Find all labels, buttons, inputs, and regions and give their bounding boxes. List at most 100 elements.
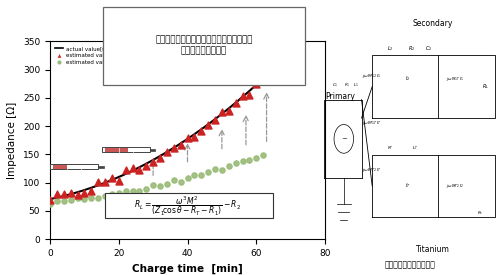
Point (122, 189, 130, 193)
Point (94, 196, 102, 200)
Point (108, 192, 116, 197)
Point (128, 166, 136, 170)
Point (66, 197, 74, 202)
Point (74, 196, 82, 200)
Point (156, 184, 164, 188)
Text: 金属ケースがあっても充電状況が計測可能
なシステムを実現．: 金属ケースがあっても充電状況が計測可能 なシステムを実現． (156, 36, 252, 55)
Y-axis label: Impedance [Ω]: Impedance [Ω] (8, 102, 18, 179)
Point (170, 178, 178, 183)
Point (176, 143, 184, 147)
Point (108, 176, 116, 180)
Point (128, 189, 136, 193)
Point (204, 123, 212, 128)
Text: （等価回路による検証）: （等価回路による検証） (384, 260, 436, 270)
Bar (198, 52, 246, 57)
Point (190, 173, 198, 177)
Text: Secondary: Secondary (412, 19, 453, 28)
Point (122, 168, 130, 172)
Text: $R_2$: $R_2$ (408, 44, 415, 53)
Point (246, 92, 254, 97)
Point (156, 155, 164, 160)
Point (170, 146, 178, 151)
Point (252, 156, 260, 161)
Point (74, 193, 82, 197)
Point (101, 180, 109, 184)
X-axis label: Charge time  [min]: Charge time [min] (132, 263, 243, 274)
Bar (246, 54, 252, 56)
Text: $L_T$: $L_T$ (412, 144, 418, 152)
Point (87, 196, 95, 200)
Point (246, 158, 254, 162)
Point (259, 79, 267, 83)
Point (211, 117, 219, 122)
Text: $j\omega M_{T2}\ I_T$: $j\omega M_{T2}\ I_T$ (362, 166, 382, 174)
Text: $R_T$: $R_T$ (386, 144, 394, 152)
Point (184, 176, 192, 180)
Point (60, 192, 68, 196)
Point (259, 153, 267, 157)
Legend: actual value[Ω], estimated value(compensated formula)  [Ω], estimated value(usua: actual value[Ω], estimated value(compens… (53, 44, 190, 67)
Point (101, 194, 109, 199)
Point (204, 170, 212, 175)
Point (218, 109, 226, 114)
Bar (50, 164, 98, 169)
Point (53, 199, 61, 203)
Bar (98, 166, 104, 168)
Point (184, 136, 192, 140)
Point (197, 173, 205, 178)
Point (115, 179, 123, 183)
Text: Titanium: Titanium (416, 245, 450, 254)
Point (80, 196, 88, 201)
Point (197, 129, 205, 133)
FancyBboxPatch shape (105, 193, 274, 218)
Text: $C_2$: $C_2$ (426, 44, 432, 53)
Text: $I_2$: $I_2$ (405, 74, 410, 83)
Point (238, 159, 246, 164)
Bar (105, 148, 128, 152)
Text: $j\omega M_{12}\ I_1$: $j\omega M_{12}\ I_1$ (362, 72, 382, 80)
Text: $L_1$: $L_1$ (354, 82, 359, 89)
Point (238, 94, 246, 98)
Bar (201, 53, 242, 57)
Bar (150, 149, 156, 151)
Bar (102, 147, 150, 152)
Point (190, 135, 198, 139)
Text: $R_1$: $R_1$ (344, 82, 350, 89)
Text: $j\omega M_{T2}\ I_2$: $j\omega M_{T2}\ I_2$ (446, 182, 465, 190)
Point (211, 167, 219, 171)
Point (142, 164, 150, 168)
Text: $I_T$: $I_T$ (405, 182, 410, 190)
Point (53, 192, 61, 196)
Text: Primary: Primary (326, 92, 355, 101)
Point (218, 167, 226, 172)
Point (232, 100, 239, 105)
Point (115, 191, 123, 195)
Point (149, 183, 157, 187)
Point (136, 167, 143, 172)
Text: $j\omega M_{1T}\ I_T$: $j\omega M_{1T}\ I_T$ (362, 119, 382, 127)
Point (80, 191, 88, 195)
Point (232, 161, 239, 166)
Point (94, 180, 102, 185)
Point (252, 82, 260, 86)
Text: $R_s$: $R_s$ (478, 210, 484, 217)
Text: ~: ~ (341, 136, 346, 142)
Text: $L_2$: $L_2$ (386, 44, 393, 53)
Point (136, 189, 143, 193)
Point (87, 189, 95, 194)
Point (60, 199, 68, 204)
Point (225, 109, 233, 113)
Point (142, 186, 150, 191)
Point (46, 202, 54, 206)
Point (176, 180, 184, 184)
Text: $C_1$: $C_1$ (332, 82, 338, 89)
Bar (54, 165, 67, 169)
Point (46, 198, 54, 202)
Point (163, 181, 171, 186)
Point (163, 150, 171, 154)
Text: $j\omega M_{1T}\ I_1$: $j\omega M_{1T}\ I_1$ (446, 75, 465, 83)
Point (149, 160, 157, 165)
Text: $R_L = \dfrac{\omega^3 M^2}{(Z_1\!\cos\theta - R_T - R_1)} - R_2$: $R_L = \dfrac{\omega^3 M^2}{(Z_1\!\cos\t… (134, 194, 241, 218)
Text: $R_L$: $R_L$ (482, 82, 490, 91)
Point (66, 191, 74, 196)
